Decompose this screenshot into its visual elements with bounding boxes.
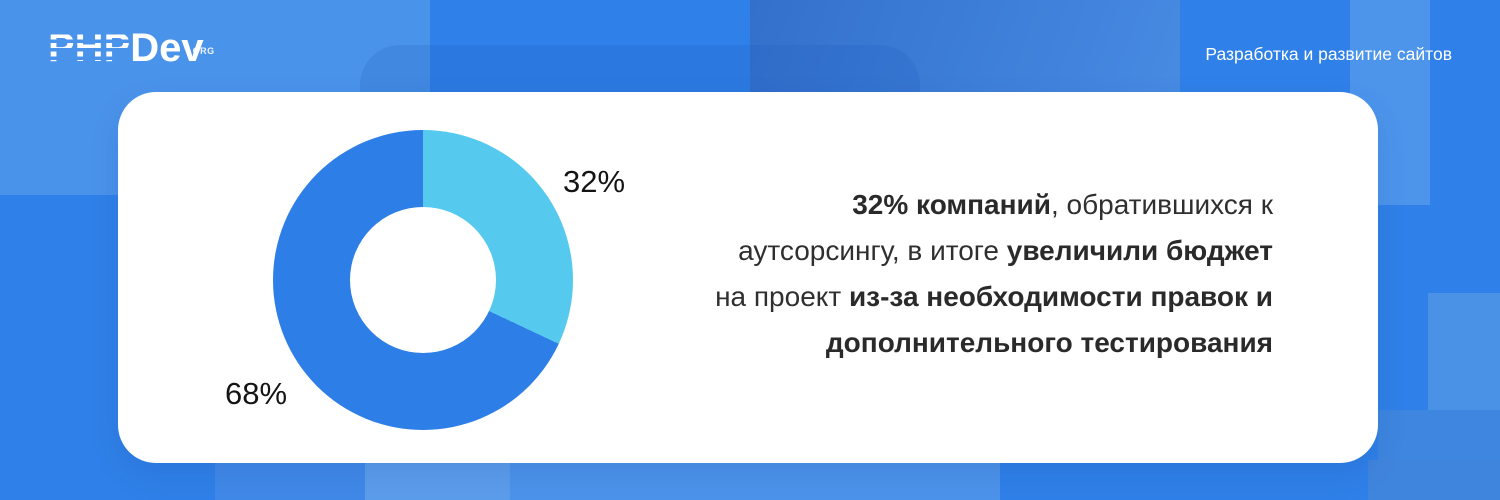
stat-statement: 32% компаний, обратившихся к аутсорсингу…: [633, 182, 1273, 366]
statement-line: дополнительного тестирования: [825, 327, 1273, 358]
stat-card: 32% 68% 32% компаний, обратившихся к аут…: [118, 92, 1378, 463]
statement-line: на проект из-за необходимости правок и: [715, 281, 1273, 312]
slice-label-32: 32%: [563, 164, 626, 199]
statement-line: 32% компаний, обратившихся к: [852, 189, 1273, 220]
header-tagline: Разработка и развитие сайтов: [1205, 44, 1452, 64]
bg-tile: [215, 460, 365, 500]
logo-org-suffix: .ORG: [189, 46, 215, 56]
slice-label-68: 68%: [225, 376, 288, 411]
phpdev-logo: PHP Dev .ORG: [48, 26, 215, 73]
donut-hole: [350, 207, 496, 353]
bg-tile: [510, 460, 1000, 500]
bg-tile: [1428, 293, 1500, 411]
bg-tile: [1368, 460, 1500, 500]
donut-chart: [273, 130, 573, 430]
logo-dev-text: Dev: [130, 26, 204, 70]
bg-tile: [365, 460, 510, 500]
statement-line: аутсорсингу, в итоге увеличили бюджет: [738, 235, 1273, 266]
logo-php-striped-text: PHP: [48, 26, 131, 70]
